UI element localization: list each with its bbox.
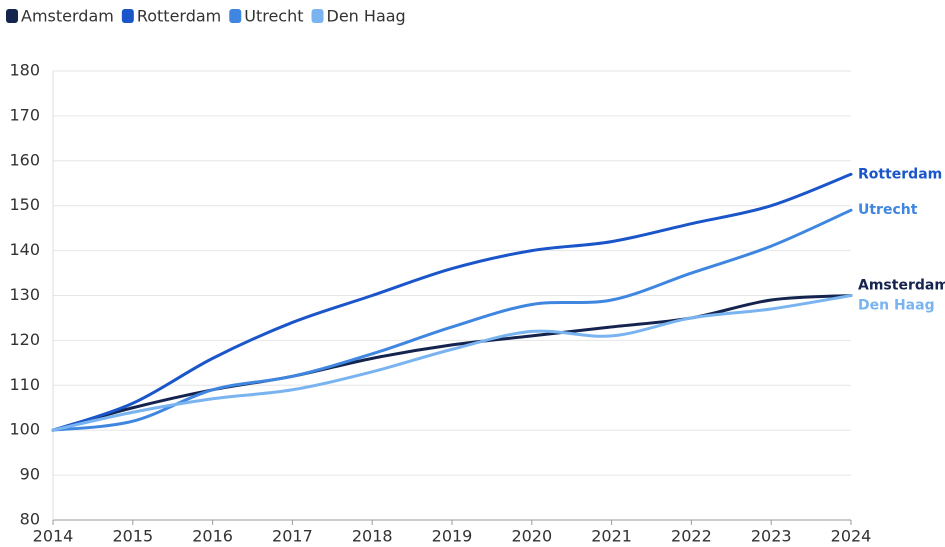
legend-swatch (311, 9, 324, 23)
y-tick-label: 100 (9, 420, 40, 439)
y-tick-label: 110 (9, 375, 40, 394)
series-line (51, 294, 853, 432)
legend-label: Den Haag (327, 7, 406, 26)
legend-label: Rotterdam (137, 7, 221, 26)
y-tick-label: 80 (20, 510, 40, 529)
x-tick-label: 2017 (272, 527, 313, 546)
legend-swatch (6, 9, 18, 23)
y-tick-label: 150 (9, 195, 40, 214)
x-tick-label: 2019 (432, 527, 473, 546)
x-tick-label: 2023 (751, 527, 792, 546)
y-tick-label: 170 (9, 105, 40, 124)
y-tick-label: 130 (9, 285, 40, 304)
end-label: Utrecht (858, 202, 918, 218)
series-line (51, 294, 853, 432)
y-tick-label: 160 (9, 150, 40, 169)
end-label: Rotterdam (858, 166, 942, 182)
x-tick-label: 2016 (192, 527, 233, 546)
end-label: Amsterdam (858, 278, 945, 294)
x-tick-label: 2024 (831, 527, 872, 546)
series-line (51, 172, 853, 432)
x-tick-label: 2020 (511, 527, 552, 546)
x-tick-label: 2015 (112, 527, 153, 546)
x-tick-label: 2018 (352, 527, 393, 546)
y-tick-label: 140 (9, 240, 40, 259)
y-tick-label: 120 (9, 330, 40, 349)
legend-label: Amsterdam (21, 7, 114, 26)
legend-label: Utrecht (244, 7, 303, 26)
end-label: Den Haag (858, 298, 935, 314)
y-tick-label: 180 (9, 61, 40, 80)
y-tick-label: 90 (20, 465, 40, 484)
legend-swatch (121, 9, 134, 23)
series-line (51, 208, 853, 432)
legend-swatch (229, 9, 242, 23)
x-tick-label: 2022 (671, 527, 712, 546)
x-tick-label: 2014 (33, 527, 74, 546)
x-tick-label: 2021 (591, 527, 632, 546)
